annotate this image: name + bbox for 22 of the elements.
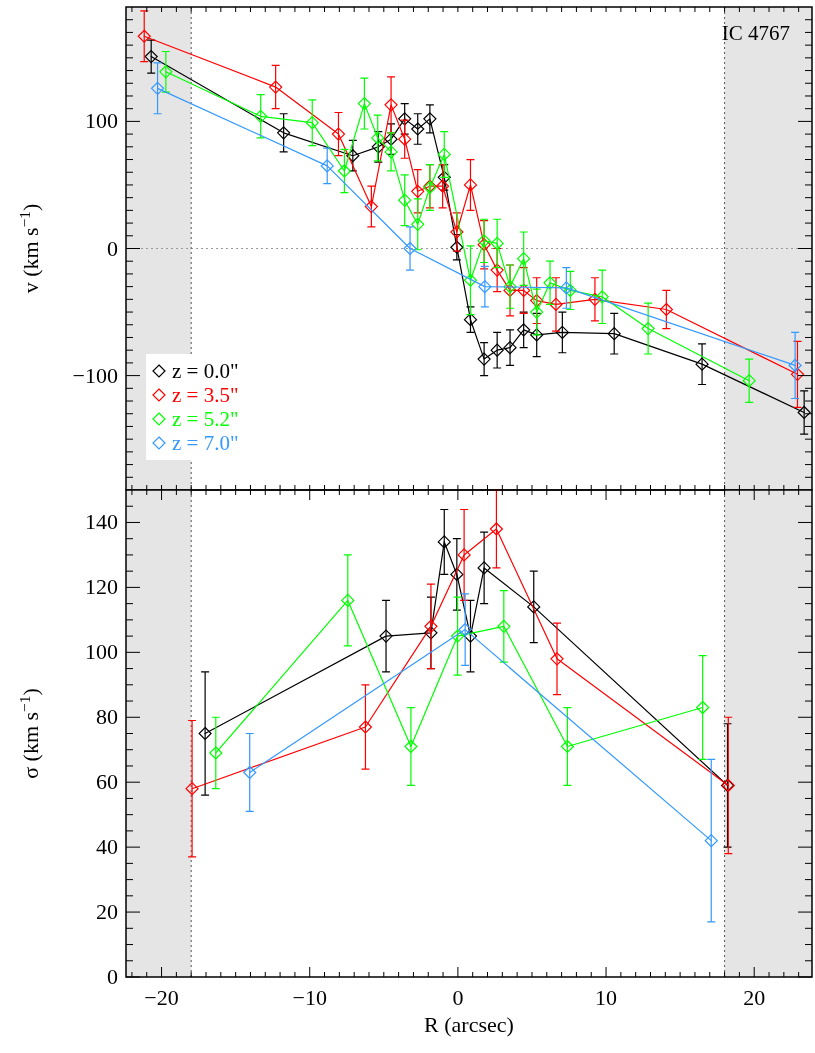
y-tick-label: 100	[85, 108, 118, 134]
y-tick-label: 100	[85, 639, 118, 665]
x-tick-label: 0	[452, 985, 464, 1010]
x-tick-label: −10	[292, 985, 327, 1010]
y-tick-label: 80	[96, 704, 118, 730]
y-tick-label: −100	[72, 362, 118, 388]
y-tick-label: 140	[85, 509, 118, 535]
legend-label: z = 5.2"	[172, 407, 239, 431]
y-tick-label: 60	[96, 769, 118, 795]
legend-label: z = 3.5"	[172, 383, 239, 407]
x-tick-label: −20	[144, 985, 179, 1010]
annotation: IC 4767	[721, 21, 790, 45]
x-tick-label: 10	[595, 985, 618, 1010]
x-tick-label: 20	[743, 985, 766, 1010]
x-axis-title: R (arcsec)	[424, 1012, 514, 1037]
y-tick-label: 20	[96, 899, 118, 925]
y-tick-label: 120	[85, 574, 118, 600]
y-tick-label: 0	[107, 964, 118, 989]
y-tick-label: 0	[107, 235, 118, 261]
legend-label: z = 0.0"	[172, 359, 239, 383]
y-tick-label: 40	[96, 834, 118, 860]
legend-label: z = 7.0"	[172, 431, 239, 455]
